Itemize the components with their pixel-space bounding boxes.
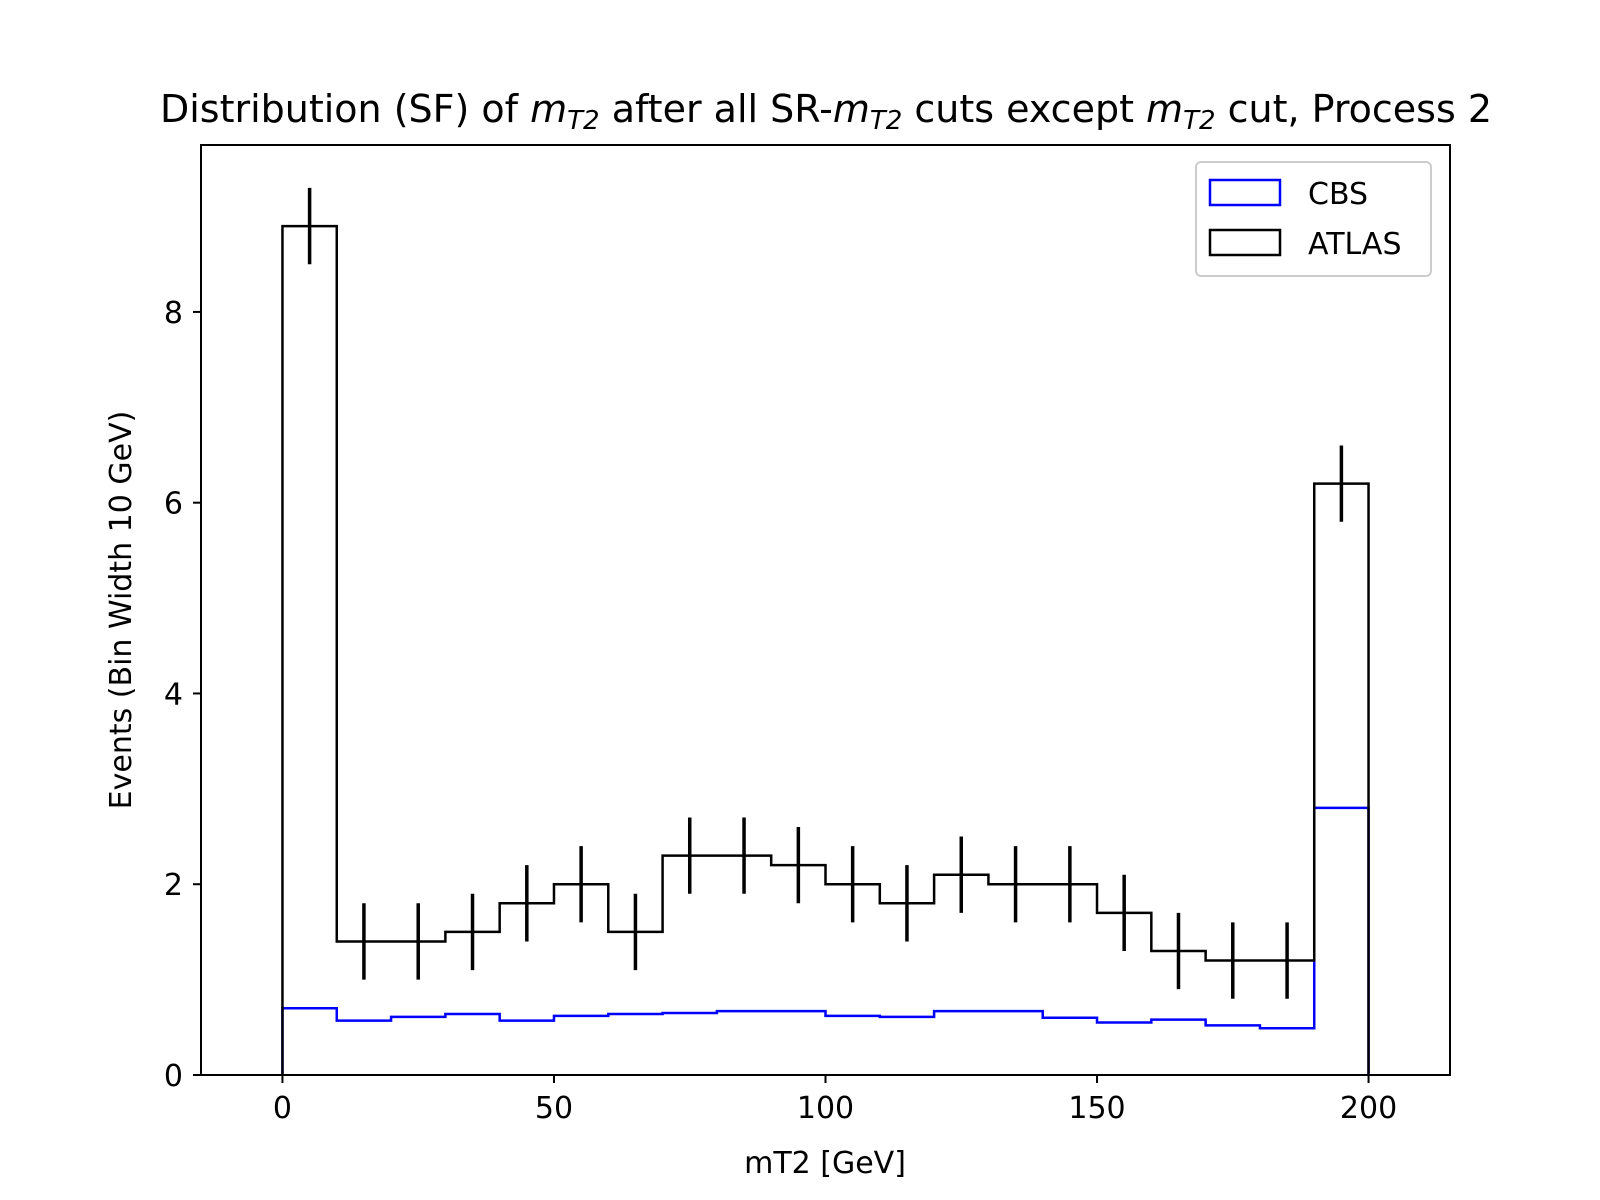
plot-area	[281, 187, 1370, 1075]
title-part: T2	[870, 106, 902, 136]
cbs-step-line	[281, 806, 1370, 1075]
x-axis-label: mT2 [GeV]	[744, 1146, 906, 1181]
title-part: m	[1146, 87, 1183, 131]
title-part: Distribution (SF) of	[160, 87, 530, 131]
legend-box	[1195, 161, 1432, 277]
y-axis: 0 2 4 6 8	[164, 296, 201, 1094]
title-part: cuts except	[902, 87, 1146, 131]
y-axis-label: Events (Bin Width 10 GeV)	[104, 411, 139, 810]
x-tick-label: 0	[273, 1091, 292, 1126]
legend-label-cbs: CBS	[1308, 177, 1368, 212]
x-tick-label: 100	[797, 1091, 854, 1126]
y-tick-label: 2	[164, 868, 183, 903]
y-tick-label: 4	[164, 677, 183, 712]
x-axis: 0 50 100 150 200	[273, 1075, 1397, 1126]
x-tick-label: 150	[1068, 1091, 1125, 1126]
y-tick-label: 6	[164, 487, 183, 522]
title-part: m	[530, 87, 567, 131]
x-tick-label: 200	[1340, 1091, 1397, 1126]
y-tick-label: 8	[164, 296, 183, 331]
chart-title: Distribution (SF) of mT2 after all SR-mT…	[160, 87, 1492, 136]
atlas-step-line	[281, 224, 1370, 1075]
y-tick-label: 0	[164, 1059, 183, 1094]
title-part: T2	[567, 106, 599, 136]
legend-label-atlas: ATLAS	[1308, 227, 1402, 262]
title-part: cut, Process 2	[1216, 87, 1493, 131]
x-tick-label: 50	[535, 1091, 573, 1126]
legend-swatch-atlas	[1208, 228, 1282, 257]
legend: CBS ATLAS	[1195, 161, 1432, 277]
legend-swatch-cbs	[1208, 178, 1282, 207]
title-part: T2	[1183, 106, 1215, 136]
title-part: m	[833, 87, 870, 131]
title-part: after all SR-	[600, 87, 833, 131]
